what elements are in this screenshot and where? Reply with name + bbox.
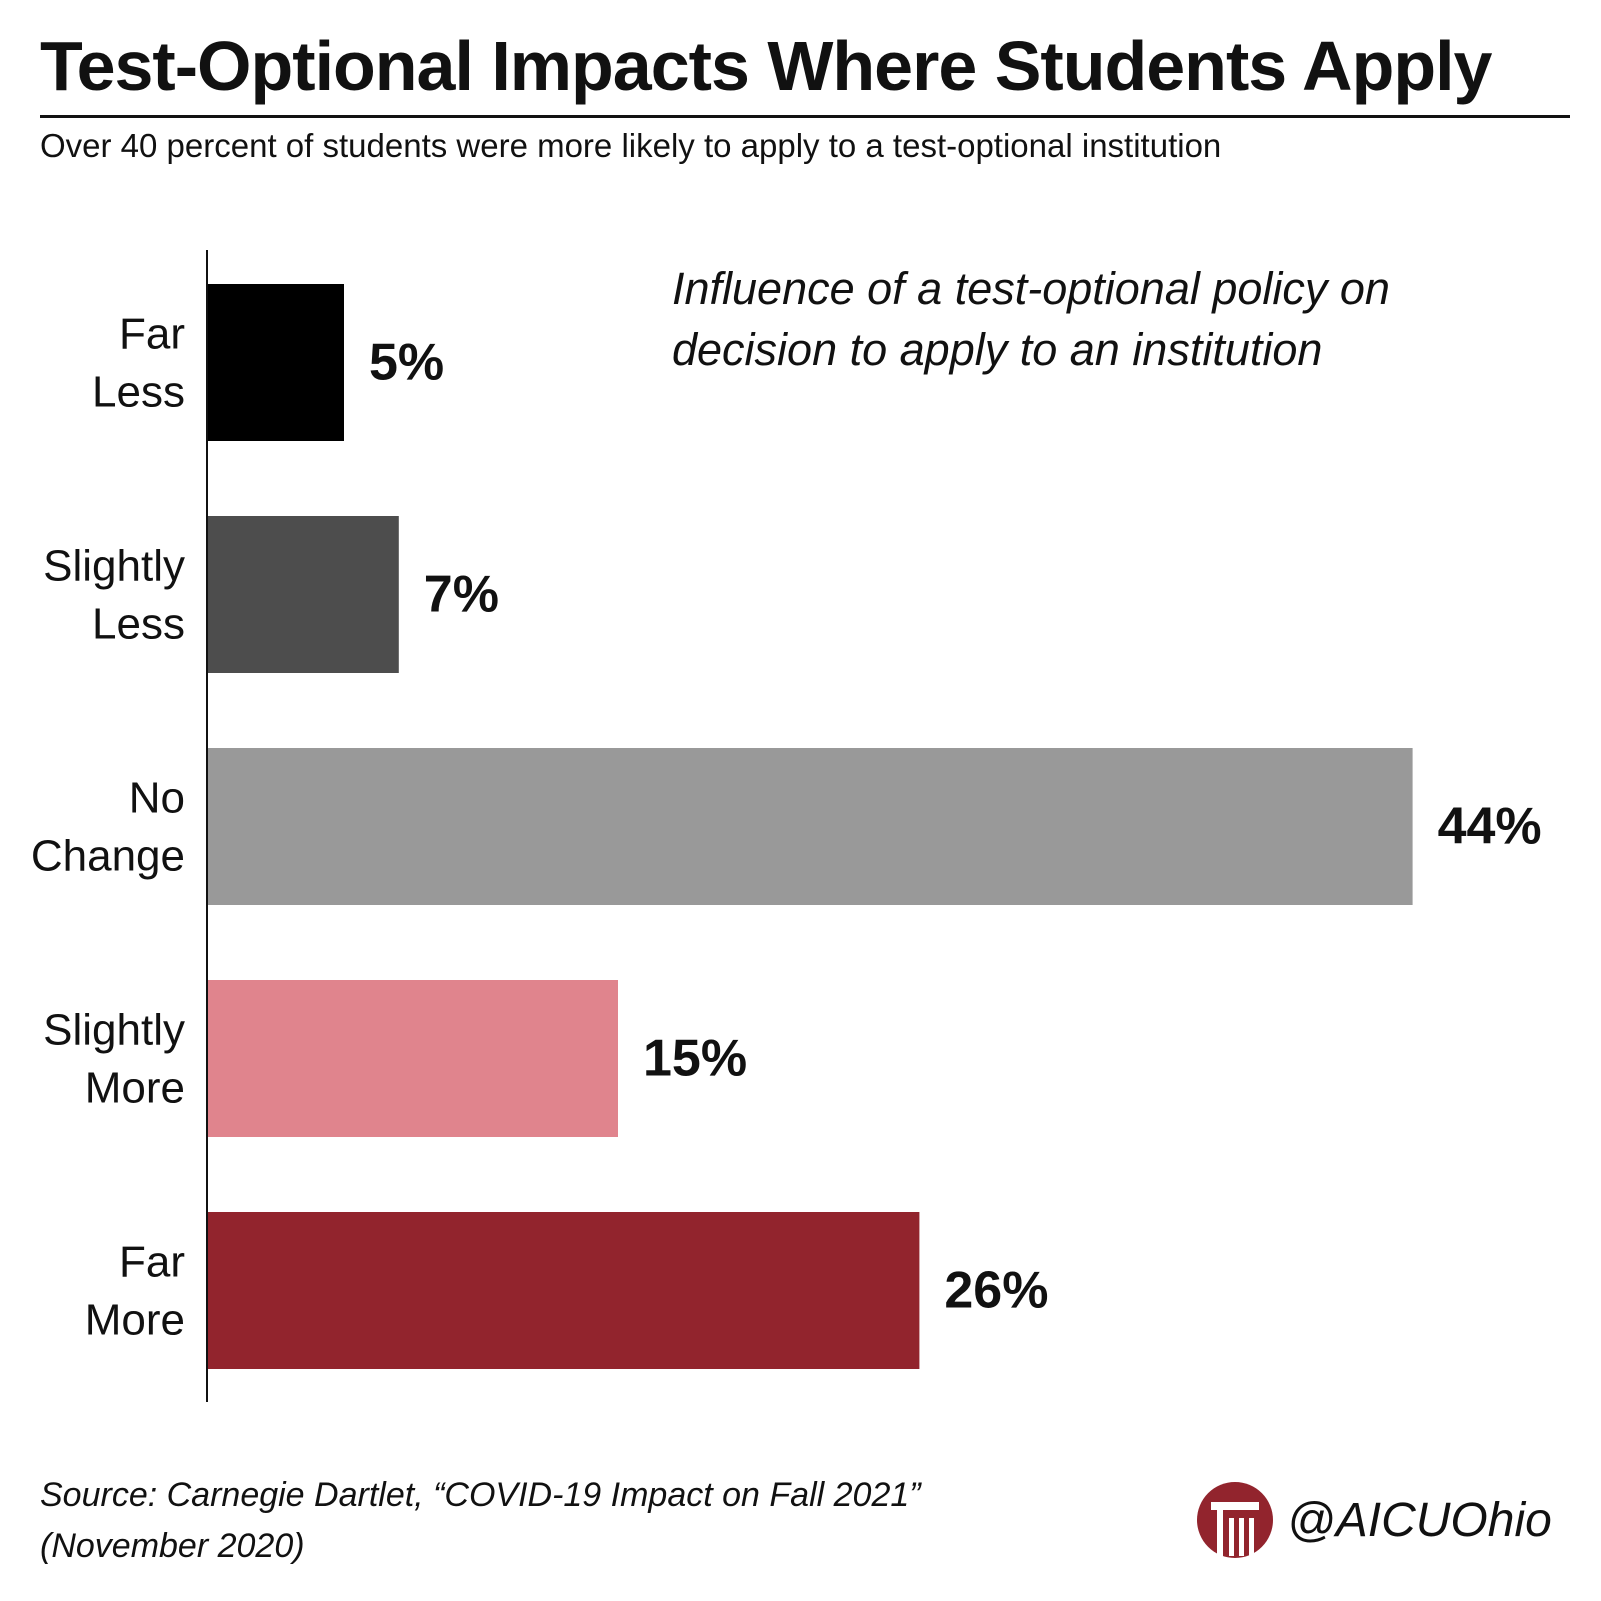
category-label: Far xyxy=(119,310,185,359)
category-label: Less xyxy=(92,600,185,649)
aicu-logo-icon xyxy=(1197,1482,1273,1558)
bar-chart: 5% Far Less 7% Slightly Less 44% No Change 15% Sli… xyxy=(31,250,1542,1402)
bar-value-label: 7% xyxy=(424,566,499,624)
bar-value-label: 26% xyxy=(944,1262,1048,1320)
chart-subtitle: Over 40 percent of students were more li… xyxy=(40,127,1222,164)
title-rule xyxy=(40,115,1570,118)
source-note: Source: Carnegie Dartlet, “COVID-19 Impa… xyxy=(40,1470,921,1572)
social-handle: @AICUOhio xyxy=(1287,1493,1552,1547)
chart-title: Test-Optional Impacts Where Students App… xyxy=(40,27,1492,105)
bar-value-label: 5% xyxy=(369,334,444,392)
annotation-line-2: decision to apply to an institution xyxy=(672,324,1323,376)
category-label: More xyxy=(85,1064,185,1113)
brand-block: @AICUOhio xyxy=(1195,1480,1552,1560)
bar xyxy=(207,516,399,673)
bar xyxy=(207,980,618,1137)
category-label: Less xyxy=(92,368,185,417)
bar xyxy=(207,1212,920,1369)
category-label: No xyxy=(129,774,185,823)
bar xyxy=(207,284,344,441)
category-label: Far xyxy=(119,1238,185,1287)
source-line-1: Source: Carnegie Dartlet, “COVID-19 Impa… xyxy=(40,1476,921,1514)
chart-annotation: Influence of a test-optional policy on d… xyxy=(672,258,1552,380)
bar-value-label: 15% xyxy=(643,1030,747,1088)
category-label: Slightly xyxy=(43,1006,185,1055)
category-label: More xyxy=(85,1296,185,1345)
category-label: Change xyxy=(31,832,185,881)
source-line-2: (November 2020) xyxy=(40,1527,305,1565)
bar-value-label: 44% xyxy=(1438,798,1542,856)
annotation-line-1: Influence of a test-optional policy on xyxy=(672,263,1390,314)
bar xyxy=(207,748,1413,905)
category-label: Slightly xyxy=(43,542,185,591)
